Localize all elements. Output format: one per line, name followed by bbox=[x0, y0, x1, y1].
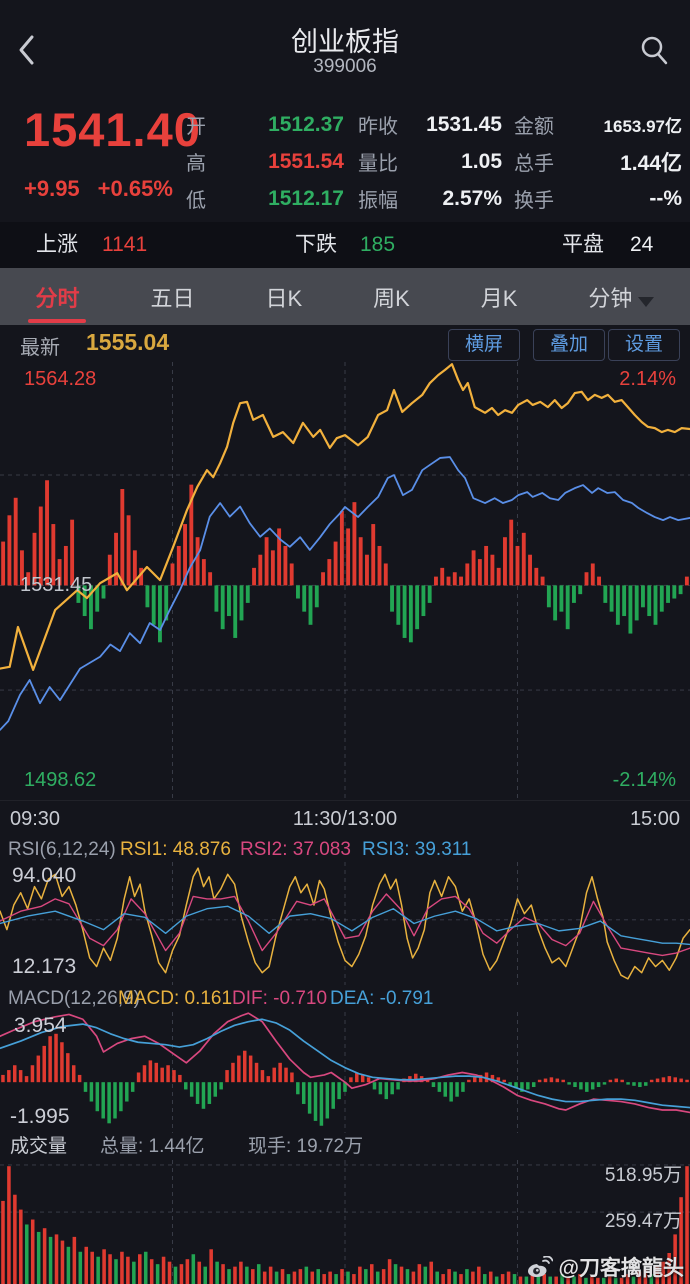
stock-code: 399006 bbox=[313, 56, 377, 77]
chart-high-pct-label: 2.14% bbox=[619, 368, 676, 390]
time-midday: 11:30/13:00 bbox=[292, 808, 398, 830]
dea-value: DEA: -0.791 bbox=[330, 988, 434, 1009]
time-axis: 09:30 11:30/13:00 15:00 bbox=[0, 800, 690, 837]
decliners-count: 185 bbox=[360, 233, 396, 256]
rsi1-value: RSI1: 48.876 bbox=[120, 839, 231, 860]
price-change-row: +9.95 +0.65% bbox=[24, 176, 191, 202]
macd-header[interactable]: MACD(12,26,9) MACD: 0.161 DIF: -0.710 DE… bbox=[0, 985, 690, 1012]
stat-label-volratio: 量比 bbox=[358, 153, 398, 175]
stat-value-volratio: 1.05 bbox=[461, 149, 502, 173]
stat-value-turnover: --% bbox=[649, 186, 682, 210]
rsi-chart-pane: 94.040 12.173 bbox=[0, 862, 690, 985]
volume-title: 成交量 bbox=[10, 1136, 68, 1157]
weibo-logo-icon bbox=[527, 1256, 553, 1277]
stat-label-open: 开 bbox=[186, 116, 206, 138]
back-button[interactable] bbox=[16, 34, 38, 71]
time-close: 15:00 bbox=[629, 808, 680, 830]
volume-header[interactable]: 成交量 总量: 1.44亿 现手: 19.72万 bbox=[0, 1133, 690, 1160]
volume-chart-canvas[interactable] bbox=[0, 1160, 690, 1284]
page-title: 创业板指 bbox=[291, 27, 399, 57]
stat-value-low: 1512.17 bbox=[268, 186, 344, 210]
rsi-chart-canvas[interactable] bbox=[0, 862, 690, 985]
tab-weekly-k[interactable]: 周K bbox=[373, 285, 410, 311]
chart-low-pct-label: -2.14% bbox=[612, 769, 676, 791]
rsi-header[interactable]: RSI(6,12,24) RSI1: 48.876 RSI2: 37.083 R… bbox=[0, 836, 690, 863]
period-tabbar: 分时 五日 日K 周K 月K 分钟 bbox=[0, 268, 690, 325]
stat-label-turnover: 换手 bbox=[514, 190, 554, 212]
tab-intraday[interactable]: 分时 bbox=[28, 268, 87, 325]
volume-total: 总量: 1.44亿 bbox=[100, 1136, 205, 1157]
macd-min-label: -1.995 bbox=[10, 1105, 70, 1128]
caret-down-icon bbox=[638, 296, 655, 307]
rsi-max-label: 94.040 bbox=[12, 864, 77, 887]
tab-minute[interactable]: 分钟 bbox=[582, 268, 660, 325]
rsi-param: RSI(6,12,24) bbox=[8, 839, 116, 860]
stat-label-amplitude: 振幅 bbox=[358, 190, 398, 212]
advancers-count: 1141 bbox=[102, 233, 148, 256]
active-tab-underline bbox=[28, 319, 87, 323]
rsi-min-label: 12.173 bbox=[12, 955, 77, 978]
price-change: +9.95 bbox=[24, 176, 80, 201]
tab-5day[interactable]: 五日 bbox=[150, 285, 195, 311]
volume-current: 现手: 19.72万 bbox=[248, 1136, 364, 1157]
stat-label-amount: 金额 bbox=[514, 116, 554, 138]
volume-grid-mid-label: 259.47万 bbox=[604, 1211, 682, 1232]
chart-high-label: 1564.28 bbox=[24, 368, 97, 390]
last-price: 1541.40 bbox=[24, 103, 201, 156]
rsi3-value: RSI3: 39.311 bbox=[362, 839, 472, 860]
magnifier-icon bbox=[641, 36, 668, 65]
search-button[interactable] bbox=[638, 34, 670, 71]
price-change-pct: +0.65% bbox=[97, 176, 173, 201]
unchanged-count: 24 bbox=[630, 233, 654, 256]
intraday-chart-canvas[interactable] bbox=[0, 362, 690, 800]
macd-chart-pane: 3.954 -1.995 bbox=[0, 1012, 690, 1133]
decliners-label: 下跌 bbox=[295, 233, 337, 256]
chevron-left-icon bbox=[19, 35, 34, 65]
stat-value-totalvol: 1.44亿 bbox=[620, 151, 682, 175]
latest-value: 1555.04 bbox=[86, 329, 170, 355]
stat-value-open: 1512.37 bbox=[268, 112, 344, 136]
stat-label-low: 低 bbox=[186, 190, 206, 212]
stat-value-amplitude: 2.57% bbox=[442, 186, 502, 210]
overlay-button[interactable]: 叠加 bbox=[533, 329, 605, 361]
rsi2-value: RSI2: 37.083 bbox=[240, 839, 351, 860]
stat-value-high: 1551.54 bbox=[268, 149, 344, 173]
market-breadth-bar: 上涨 1141 下跌 185 平盘 24 bbox=[0, 222, 690, 268]
stat-label-prevclose: 昨收 bbox=[358, 116, 398, 138]
macd-param: MACD(12,26,9) bbox=[8, 988, 140, 1009]
stat-value-amount: 1653.97亿 bbox=[603, 117, 682, 136]
stats-row: 开 1512.37 昨收 1531.45 金额 1653.97亿 bbox=[186, 106, 686, 143]
stats-row: 高 1551.54 量比 1.05 总手 1.44亿 bbox=[186, 143, 686, 180]
tab-daily-k[interactable]: 日K bbox=[265, 285, 303, 311]
latest-label: 最新 bbox=[20, 337, 60, 359]
volume-grid-top-label: 518.95万 bbox=[604, 1165, 682, 1186]
watermark-text: @刀客擒龍头 bbox=[558, 1257, 684, 1280]
settings-button[interactable]: 设置 bbox=[608, 329, 680, 361]
stat-value-prevclose: 1531.45 bbox=[426, 112, 502, 136]
main-chart-pane: 1564.28 2.14% 1531.45 1498.62 -2.14% bbox=[0, 362, 690, 800]
landscape-button[interactable]: 横屏 bbox=[448, 329, 520, 361]
watermark: @刀客擒龍头 bbox=[527, 1252, 684, 1282]
stat-label-totalvol: 总手 bbox=[514, 153, 554, 175]
unchanged-label: 平盘 bbox=[562, 233, 604, 256]
macd-chart-canvas[interactable] bbox=[0, 1012, 690, 1133]
quote-stats: 开 1512.37 昨收 1531.45 金额 1653.97亿 高 1551.… bbox=[186, 106, 686, 217]
stat-label-high: 高 bbox=[186, 153, 206, 175]
chart-low-label: 1498.62 bbox=[24, 769, 97, 791]
dif-value: DIF: -0.710 bbox=[232, 988, 328, 1009]
advancers-label: 上涨 bbox=[36, 233, 78, 256]
macd-max-label: 3.954 bbox=[14, 1014, 67, 1037]
tab-monthly-k[interactable]: 月K bbox=[480, 285, 518, 311]
macd-value: MACD: 0.161 bbox=[118, 988, 233, 1009]
volume-chart-pane: 518.95万 259.47万 @刀客擒龍头 bbox=[0, 1160, 690, 1284]
chart-mid-label: 1531.45 bbox=[20, 574, 93, 596]
time-open: 09:30 bbox=[10, 808, 61, 830]
stats-row: 低 1512.17 振幅 2.57% 换手 --% bbox=[186, 180, 686, 217]
